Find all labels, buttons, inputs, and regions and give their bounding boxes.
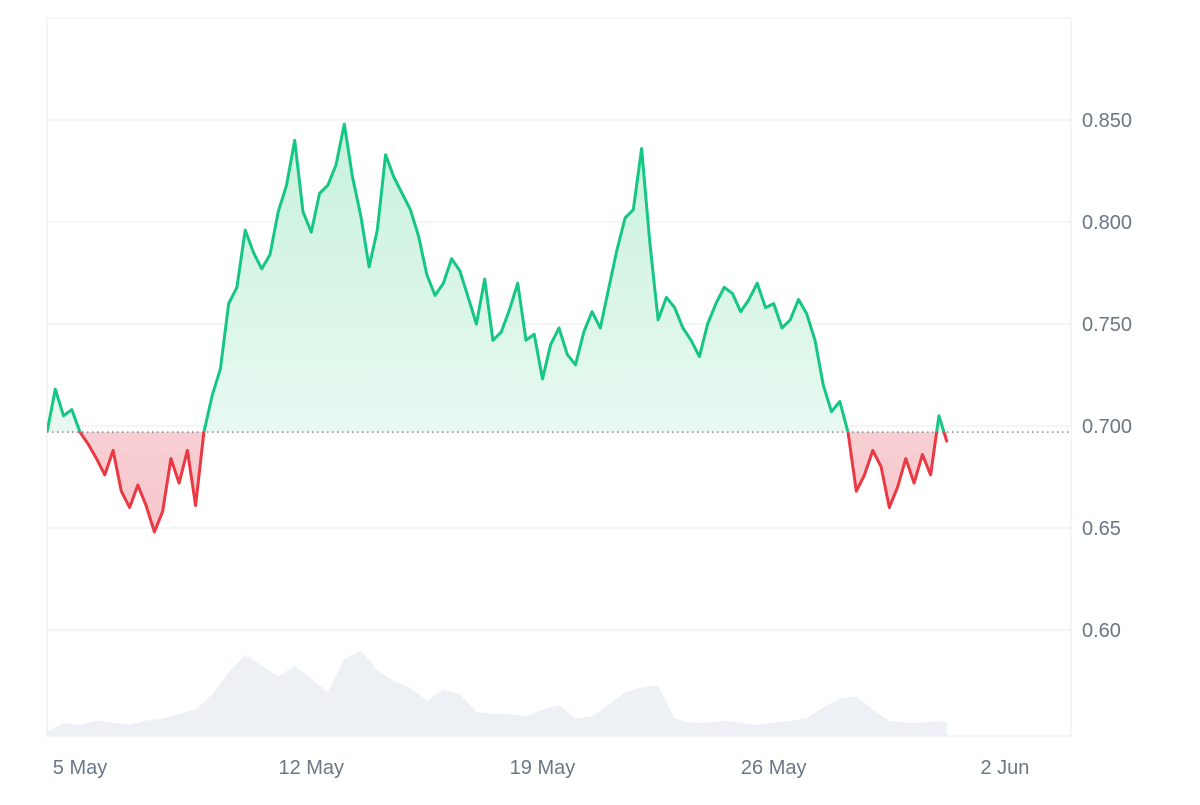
price-line-below (47, 432, 949, 534)
x-tick-label: 2 Jun (980, 757, 1029, 779)
x-axis: 5 May 12 May 19 May 26 May 2 Jun (53, 757, 1030, 779)
fill-below-baseline (47, 432, 948, 532)
x-tick-label: 12 May (278, 757, 344, 779)
y-tick-label: 0.65 (1082, 518, 1121, 540)
y-tick-label: 0.60 (1082, 620, 1121, 642)
volume-series (47, 650, 948, 736)
y-tick-label: 0.750 (1082, 314, 1132, 336)
volume-area (47, 650, 948, 736)
y-axis: 0.850 0.800 0.750 0.700 0.65 0.60 (1082, 110, 1132, 642)
y-tick-label: 0.700 (1082, 416, 1132, 438)
price-line (47, 122, 949, 534)
x-tick-label: 5 May (53, 757, 107, 779)
y-tick-label: 0.850 (1082, 110, 1132, 132)
price-line-above (47, 122, 946, 433)
fill-above-baseline (47, 124, 944, 433)
x-tick-label: 19 May (510, 757, 576, 779)
x-tick-label: 26 May (741, 757, 807, 779)
price-fill (47, 124, 948, 532)
y-tick-label: 0.800 (1082, 212, 1132, 234)
